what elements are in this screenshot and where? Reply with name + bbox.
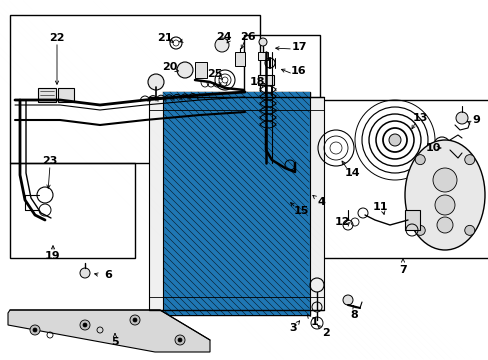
Ellipse shape xyxy=(404,140,484,250)
Text: 13: 13 xyxy=(411,113,427,123)
Bar xyxy=(244,35,319,163)
Text: 25: 25 xyxy=(207,69,222,79)
Circle shape xyxy=(80,320,90,330)
Text: 17: 17 xyxy=(291,42,306,52)
Circle shape xyxy=(130,315,140,325)
Circle shape xyxy=(215,38,228,52)
Circle shape xyxy=(30,325,40,335)
Text: 11: 11 xyxy=(371,202,387,212)
Text: 24: 24 xyxy=(216,32,231,42)
Circle shape xyxy=(177,62,193,78)
Polygon shape xyxy=(8,310,209,352)
Bar xyxy=(149,97,163,310)
Text: 15: 15 xyxy=(293,206,308,216)
Text: 6: 6 xyxy=(104,270,112,280)
Circle shape xyxy=(342,295,352,305)
Circle shape xyxy=(83,323,87,327)
Circle shape xyxy=(414,155,425,165)
Text: 20: 20 xyxy=(162,62,177,72)
Text: 14: 14 xyxy=(344,168,359,178)
Text: 22: 22 xyxy=(49,33,64,43)
Text: 2: 2 xyxy=(322,328,329,338)
Circle shape xyxy=(178,338,182,342)
Bar xyxy=(195,62,206,78)
Circle shape xyxy=(388,134,400,146)
Circle shape xyxy=(455,112,467,124)
Text: 23: 23 xyxy=(42,156,58,166)
Circle shape xyxy=(434,195,454,215)
Text: 5: 5 xyxy=(111,337,119,347)
Bar xyxy=(10,163,135,258)
Bar xyxy=(163,92,309,315)
Text: 19: 19 xyxy=(45,251,61,261)
Bar xyxy=(10,15,260,163)
Bar xyxy=(309,97,324,310)
Text: 21: 21 xyxy=(157,33,172,43)
Circle shape xyxy=(259,38,266,46)
Bar xyxy=(258,52,267,60)
Bar xyxy=(58,88,74,102)
Circle shape xyxy=(175,335,184,345)
Circle shape xyxy=(414,225,425,235)
Text: 18: 18 xyxy=(249,77,264,87)
Circle shape xyxy=(436,217,452,233)
Circle shape xyxy=(148,74,163,90)
Circle shape xyxy=(33,328,37,332)
Text: 3: 3 xyxy=(288,323,296,333)
Circle shape xyxy=(464,225,474,235)
Text: 1: 1 xyxy=(310,317,318,327)
Bar xyxy=(319,100,488,258)
Circle shape xyxy=(464,155,474,165)
Text: 16: 16 xyxy=(289,66,305,76)
Text: 26: 26 xyxy=(240,32,255,42)
Text: 4: 4 xyxy=(316,197,324,207)
Bar xyxy=(38,88,56,102)
Circle shape xyxy=(80,268,90,278)
Circle shape xyxy=(133,318,137,322)
Text: 8: 8 xyxy=(349,310,357,320)
Bar xyxy=(163,92,309,315)
Text: 10: 10 xyxy=(425,143,440,153)
Bar xyxy=(404,210,419,230)
Text: 12: 12 xyxy=(334,217,349,227)
Text: 7: 7 xyxy=(398,265,406,275)
Text: 9: 9 xyxy=(471,115,479,125)
Bar xyxy=(258,75,273,85)
Bar xyxy=(235,52,244,66)
Circle shape xyxy=(432,168,456,192)
